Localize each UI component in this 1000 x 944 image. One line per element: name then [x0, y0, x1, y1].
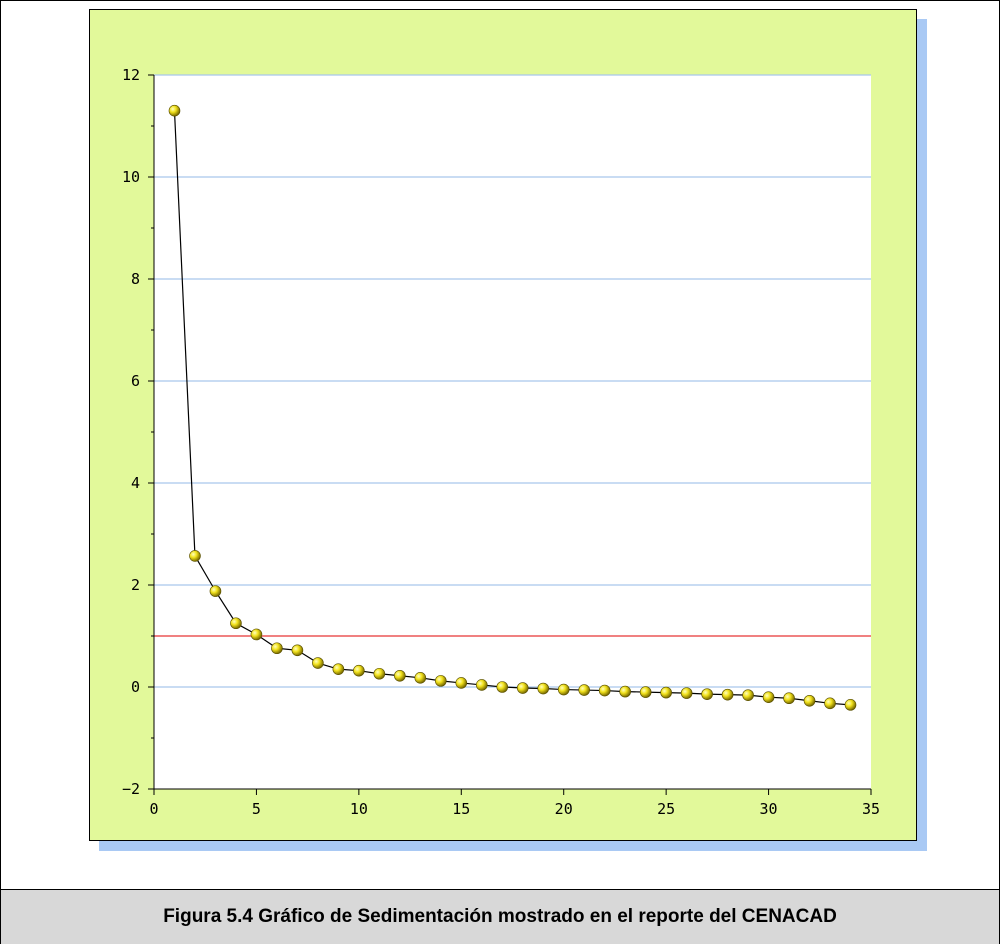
data-point	[455, 677, 468, 689]
x-tick-label: 25	[657, 800, 675, 818]
y-tick-label: 6	[131, 372, 140, 390]
data-point	[434, 675, 447, 687]
data-point	[701, 688, 713, 700]
data-point	[414, 672, 427, 684]
data-point	[639, 686, 652, 698]
data-point	[353, 664, 365, 677]
y-tick-label: 8	[131, 270, 140, 288]
data-point	[660, 686, 672, 699]
data-point	[803, 694, 816, 707]
data-point	[537, 682, 550, 695]
data-point	[742, 689, 754, 701]
series-layer	[168, 104, 857, 711]
y-tick-label: −2	[122, 780, 140, 798]
data-point	[373, 667, 386, 680]
x-tick-label: 5	[252, 800, 261, 818]
data-point	[762, 691, 775, 704]
data-point	[783, 692, 795, 705]
y-tick-label: 12	[122, 66, 140, 84]
data-point	[824, 697, 836, 710]
x-tick-label: 20	[555, 800, 573, 818]
tick-labels: −2 0 2 4 6 8 10 12 0 5 10 15 20 25 30 35	[122, 66, 880, 818]
plot-background	[154, 75, 871, 789]
data-point	[516, 682, 529, 694]
data-point	[209, 585, 222, 597]
data-point	[168, 104, 181, 117]
data-point	[291, 644, 304, 657]
y-tick-label: 4	[131, 474, 140, 492]
series-line	[173, 110, 851, 706]
gridlines	[154, 74, 871, 688]
caption-band: Figura 5.4 Gráfico de Sedimentación most…	[1, 889, 999, 944]
data-point	[619, 685, 631, 698]
x-tick-label: 30	[760, 800, 778, 818]
data-point	[557, 683, 570, 696]
data-point	[394, 669, 406, 682]
data-point	[230, 617, 242, 630]
x-tick-label: 35	[862, 800, 880, 818]
data-point	[250, 628, 263, 641]
y-tick-label: 10	[122, 168, 140, 186]
x-tick-label: 0	[149, 800, 158, 818]
data-point	[332, 663, 345, 675]
data-point	[598, 684, 611, 697]
figure-caption: Figura 5.4 Gráfico de Sedimentación most…	[163, 906, 837, 927]
data-point	[475, 679, 488, 691]
data-point	[189, 550, 201, 562]
data-point	[721, 688, 734, 701]
data-point	[496, 681, 509, 693]
chart-area: −2 0 2 4 6 8 10 12 0 5 10 15 20 25 30 35	[89, 9, 929, 853]
y-tick-label: 2	[131, 576, 140, 594]
data-point	[312, 657, 324, 669]
y-tick-label: 0	[131, 678, 140, 696]
data-point	[680, 687, 693, 699]
x-tick-label: 10	[350, 800, 368, 818]
x-tick-label: 15	[452, 800, 470, 818]
axes	[148, 74, 872, 795]
data-point	[271, 642, 283, 655]
chart-svg: −2 0 2 4 6 8 10 12 0 5 10 15 20 25 30 35	[122, 66, 880, 818]
data-point	[578, 684, 591, 696]
data-point	[844, 699, 857, 711]
